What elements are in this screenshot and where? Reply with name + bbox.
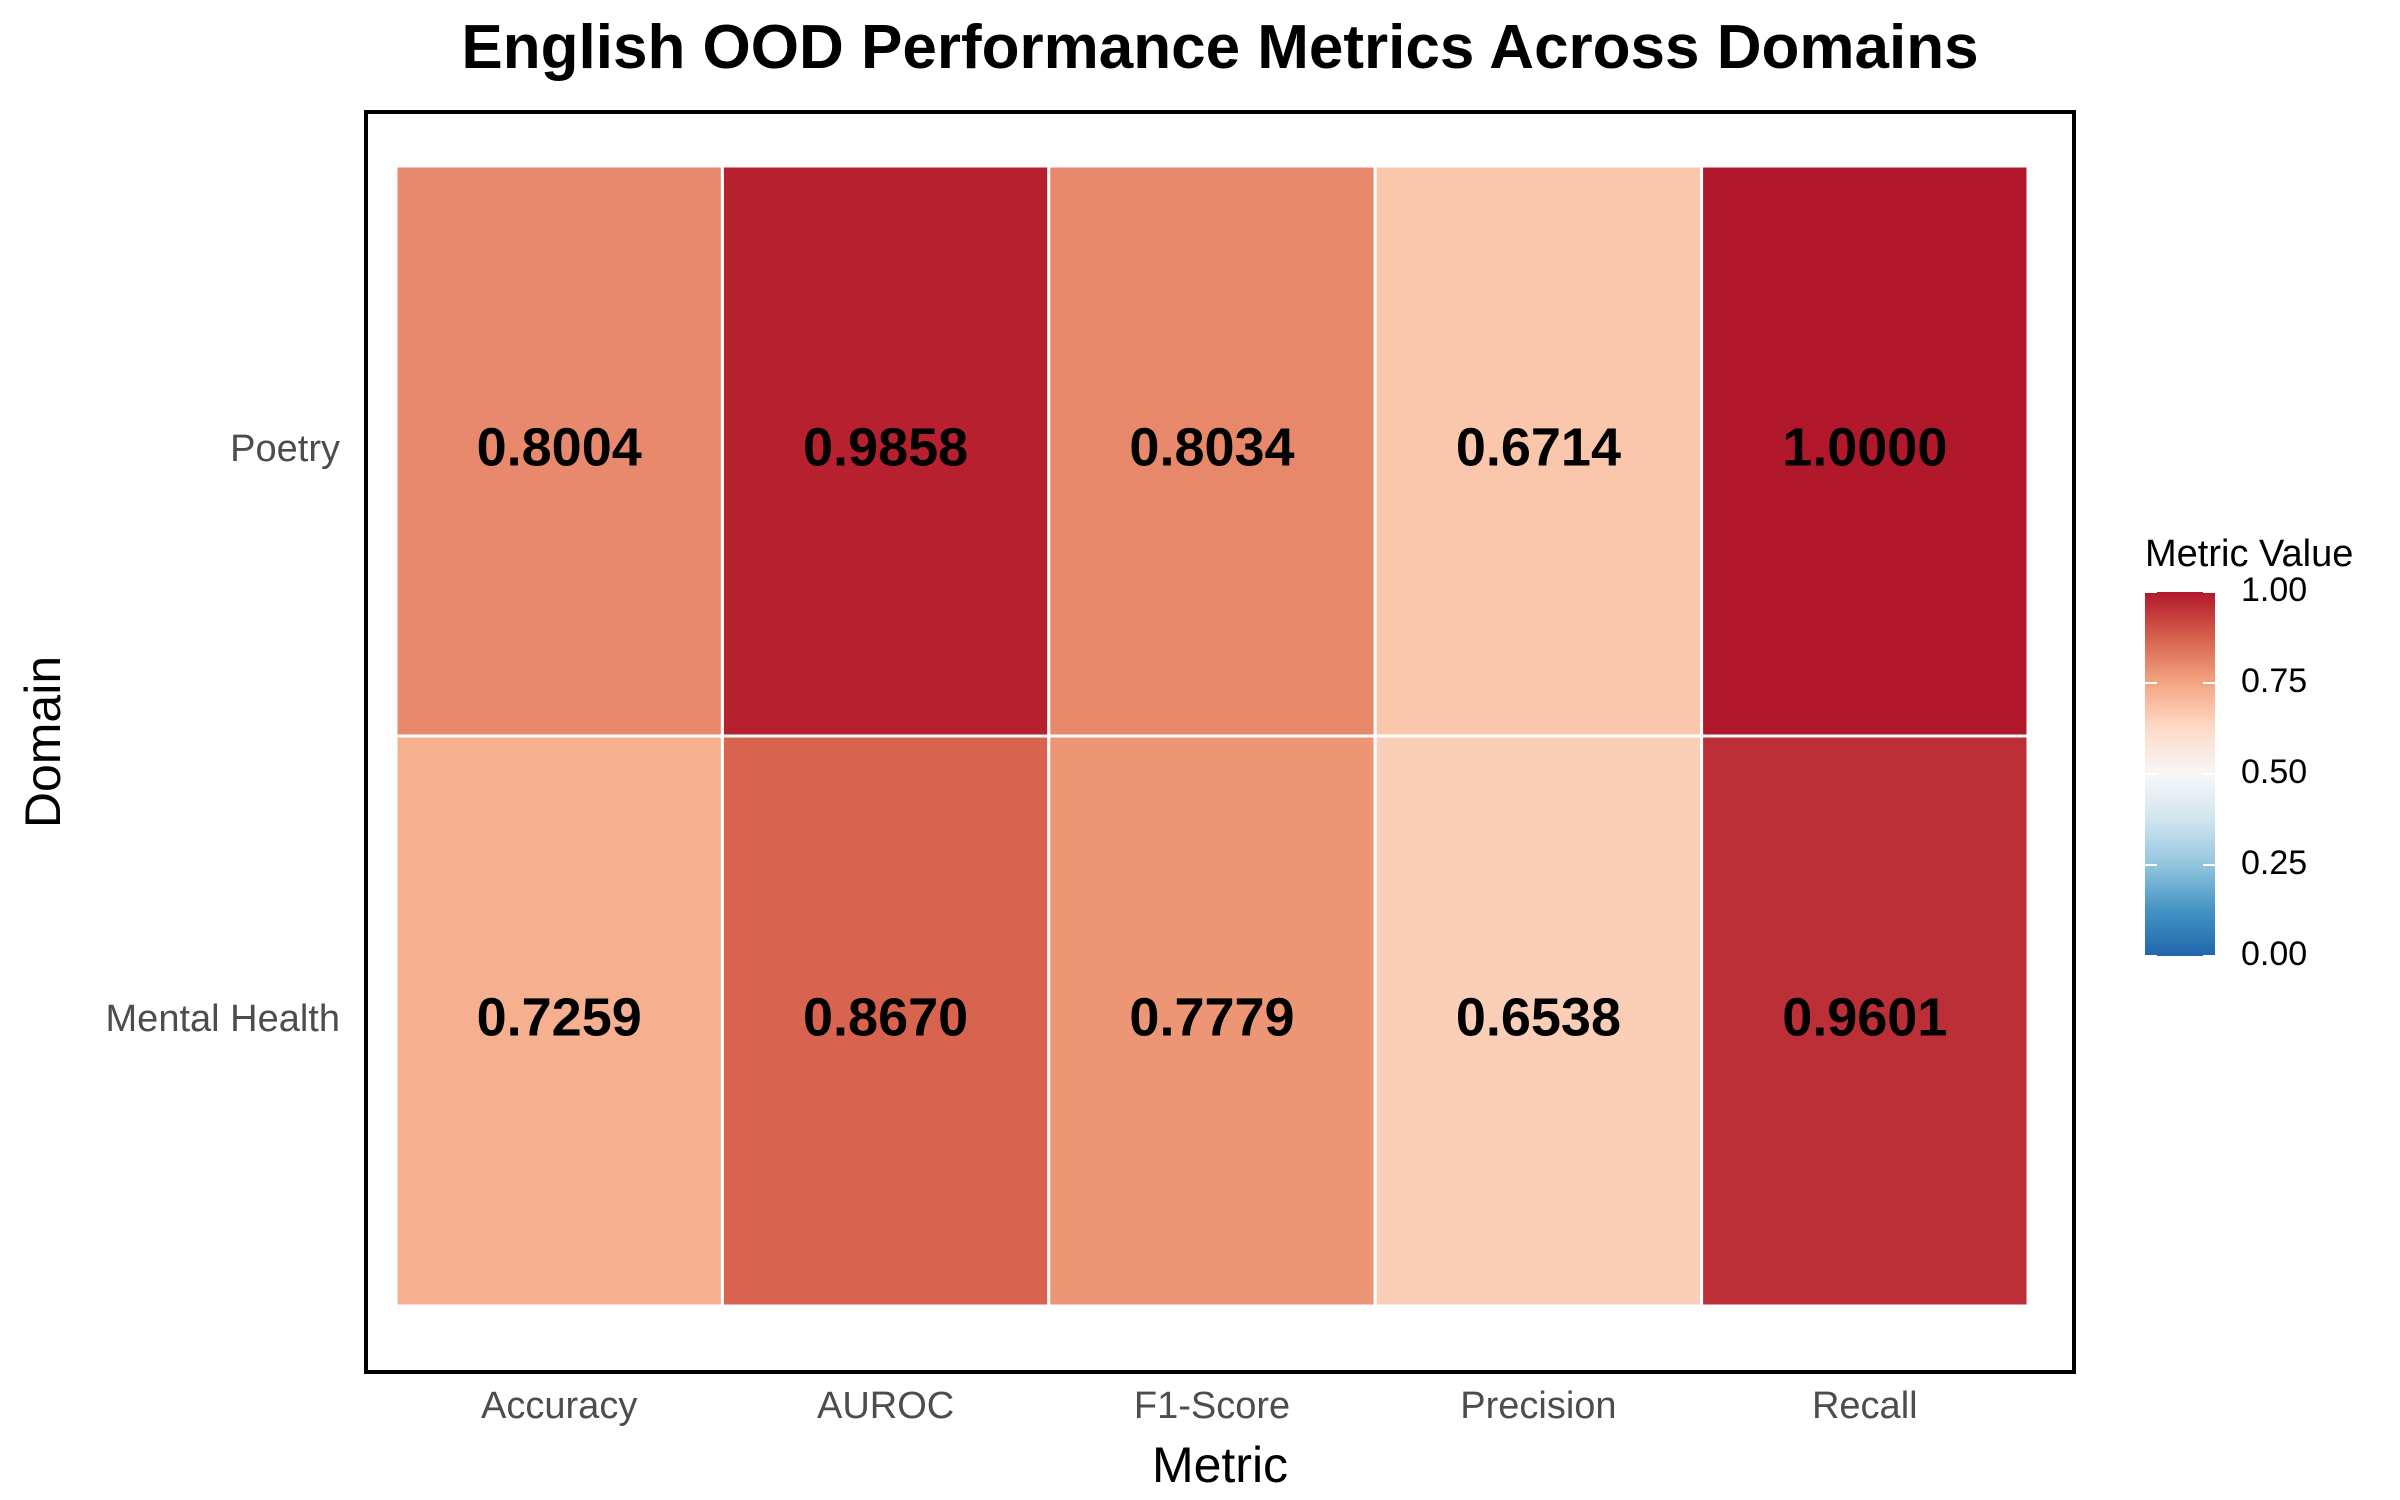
heatmap-cells bbox=[394, 164, 2030, 1308]
legend-ticks: 0.00 0.25 0.50 0.75 1.00 bbox=[2145, 571, 2307, 973]
cell-value-label: 0.8670 bbox=[803, 987, 968, 1047]
x-tick-label: Precision bbox=[1460, 1385, 1616, 1427]
heatmap-cell bbox=[720, 734, 1051, 1308]
x-tick-label: AUROC bbox=[817, 1385, 954, 1427]
heatmap-cell bbox=[1373, 734, 1704, 1308]
cell-value-label: 0.6714 bbox=[1456, 417, 1621, 477]
y-axis-title: Domain bbox=[15, 656, 71, 828]
x-tick-label: F1-Score bbox=[1134, 1385, 1290, 1427]
heatmap-cell-labels: 0.8004 0.9858 0.8034 0.6714 1.0000 0.7259 0.86… bbox=[477, 417, 1948, 1047]
legend-tick-label: 1.00 bbox=[2241, 571, 2307, 609]
x-axis-tick-labels: Accuracy AUROC F1-Score Precision Recall bbox=[481, 1385, 1918, 1427]
y-tick-label: Poetry bbox=[230, 428, 340, 470]
cell-value-label: 0.8004 bbox=[477, 417, 642, 477]
heatmap-cell bbox=[1047, 734, 1377, 1308]
chart-title: English OOD Performance Metrics Across D… bbox=[461, 13, 1978, 82]
legend-tick-label: 0.50 bbox=[2241, 753, 2307, 791]
legend-title: Metric Value bbox=[2145, 533, 2353, 575]
cell-value-label: 0.8034 bbox=[1129, 417, 1294, 477]
legend-tick-label: 0.25 bbox=[2241, 844, 2307, 882]
y-axis-tick-labels: Poetry Mental Health bbox=[106, 428, 340, 1040]
legend-tick-label: 0.75 bbox=[2241, 662, 2307, 700]
x-tick-label: Accuracy bbox=[481, 1385, 637, 1427]
cell-value-label: 0.6538 bbox=[1456, 987, 1621, 1047]
cell-value-label: 0.7779 bbox=[1129, 987, 1294, 1047]
legend-tick-label: 0.00 bbox=[2241, 935, 2307, 973]
y-tick-label: Mental Health bbox=[106, 998, 340, 1040]
heatmap-cell bbox=[1700, 734, 2030, 1308]
plot-panel-border bbox=[364, 110, 2076, 1374]
heatmap-cell bbox=[1047, 164, 1377, 738]
heatmap-cell bbox=[394, 164, 724, 738]
heatmap-cell bbox=[1373, 164, 1704, 738]
heatmap-cell bbox=[720, 164, 1051, 738]
x-axis-title: Metric bbox=[1152, 1437, 1288, 1493]
cell-value-label: 0.7259 bbox=[477, 987, 642, 1047]
heatmap-cell bbox=[394, 734, 724, 1308]
x-tick-label: Recall bbox=[1812, 1385, 1918, 1427]
color-legend: Metric Value 0.00 0.25 0.50 0.75 1.00 bbox=[2145, 533, 2353, 973]
cell-value-label: 0.9858 bbox=[803, 417, 968, 477]
cell-value-label: 0.9601 bbox=[1782, 987, 1947, 1047]
cell-value-label: 1.0000 bbox=[1782, 417, 1947, 477]
